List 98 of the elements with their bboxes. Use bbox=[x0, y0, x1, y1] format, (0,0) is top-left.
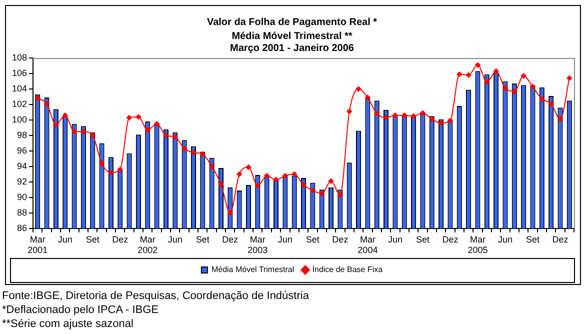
x-tick-label: Dez bbox=[222, 234, 239, 244]
point bbox=[292, 171, 298, 177]
point bbox=[72, 128, 77, 134]
chart-subtitle: Média Móvel Trimestral ** Março 2001 - Janeiro 2006 bbox=[230, 30, 354, 54]
point bbox=[475, 62, 480, 68]
chart-title: Valor da Folha de Pagamento Real * bbox=[206, 16, 378, 28]
point bbox=[356, 86, 362, 92]
y-tick-label: 98 bbox=[17, 130, 28, 140]
point bbox=[273, 176, 279, 182]
point bbox=[254, 183, 260, 188]
point bbox=[53, 122, 59, 128]
point bbox=[44, 101, 50, 106]
y-tick-label: 108 bbox=[12, 52, 28, 62]
y-tick-label: 88 bbox=[17, 207, 28, 218]
point bbox=[364, 94, 370, 100]
x-tick-label: Jun bbox=[278, 234, 292, 244]
point bbox=[448, 118, 453, 124]
point bbox=[300, 182, 306, 188]
point bbox=[346, 108, 352, 114]
point bbox=[539, 96, 545, 102]
y-tick-label: 92 bbox=[17, 176, 28, 186]
point bbox=[512, 88, 518, 94]
y-tick-label: 90 bbox=[17, 192, 28, 202]
y-tick-label: 94 bbox=[17, 160, 28, 171]
x-tick-label: Set bbox=[306, 234, 320, 244]
point bbox=[337, 192, 343, 198]
y-tick-label: 106 bbox=[12, 68, 28, 78]
point bbox=[402, 112, 408, 118]
point bbox=[200, 151, 206, 157]
x-tick-label: Mar 2004 bbox=[358, 234, 378, 256]
point bbox=[438, 120, 444, 126]
point bbox=[172, 134, 178, 140]
x-tick-label: Dez bbox=[442, 234, 459, 244]
x-tick-label: Set bbox=[86, 234, 100, 244]
point bbox=[484, 79, 490, 85]
source-note: Fonte:IBGE, Diretoria de Pesquisas, Coordenação de Indústria bbox=[2, 289, 309, 303]
y-tick-label: 96 bbox=[17, 145, 28, 156]
point bbox=[108, 170, 114, 176]
x-tick-label: Mar 2003 bbox=[248, 234, 268, 256]
x-tick-label: Set bbox=[416, 234, 430, 244]
x-tick-label: Dez bbox=[552, 234, 569, 244]
point bbox=[227, 210, 233, 216]
y-tick-label: 104 bbox=[12, 83, 28, 94]
y-tick-label: 86 bbox=[17, 222, 28, 233]
point bbox=[558, 116, 563, 122]
x-tick-label: Mar 2005 bbox=[468, 234, 488, 256]
point bbox=[117, 166, 123, 172]
point bbox=[99, 160, 104, 166]
point bbox=[80, 128, 86, 134]
x-tick-label: Dez bbox=[332, 234, 349, 244]
y-tick-label: 100 bbox=[12, 114, 28, 124]
legend-label: Média Móvel Trimestral bbox=[211, 265, 294, 274]
y-tick-label: 102 bbox=[12, 98, 28, 109]
point bbox=[310, 188, 316, 194]
point bbox=[319, 190, 325, 196]
x-tick-label: Jun bbox=[168, 234, 182, 244]
point bbox=[456, 72, 462, 77]
point bbox=[282, 173, 288, 178]
text: *Deflacionado pelo IPCA - IBGE bbox=[2, 303, 160, 317]
legend-label: Índice de Base Fixa bbox=[312, 265, 384, 274]
point bbox=[126, 114, 132, 120]
x-tick-label: Jun bbox=[58, 234, 72, 244]
point bbox=[136, 114, 142, 120]
point bbox=[90, 132, 96, 138]
point bbox=[209, 164, 215, 170]
point bbox=[144, 127, 150, 133]
point bbox=[62, 112, 68, 118]
point bbox=[163, 132, 169, 138]
point bbox=[392, 112, 398, 118]
point bbox=[502, 86, 508, 91]
point bbox=[420, 110, 426, 116]
point bbox=[429, 116, 435, 122]
x-tick-label: Mar 2001 bbox=[28, 234, 48, 256]
point bbox=[190, 150, 196, 156]
point bbox=[493, 68, 499, 74]
point bbox=[154, 121, 160, 127]
x-tick-label: Set bbox=[526, 234, 540, 244]
x-tick-label: Jun bbox=[388, 234, 402, 244]
text: **Série com ajuste sazonal bbox=[2, 317, 134, 331]
point bbox=[34, 96, 40, 101]
x-tick-label: Jun bbox=[498, 234, 512, 244]
point bbox=[530, 84, 536, 90]
x-tick-label: Mar 2002 bbox=[138, 234, 158, 256]
point bbox=[410, 113, 416, 119]
point bbox=[383, 114, 389, 120]
x-tick-label: Set bbox=[196, 234, 210, 244]
point bbox=[264, 173, 270, 178]
point bbox=[566, 75, 572, 81]
point bbox=[246, 164, 252, 170]
point bbox=[548, 101, 554, 106]
point bbox=[328, 178, 334, 184]
x-tick-label: Dez bbox=[112, 234, 129, 244]
point bbox=[218, 182, 224, 187]
point bbox=[182, 146, 188, 152]
point bbox=[466, 72, 472, 78]
point bbox=[374, 111, 380, 116]
point bbox=[520, 73, 526, 79]
point bbox=[236, 171, 242, 177]
